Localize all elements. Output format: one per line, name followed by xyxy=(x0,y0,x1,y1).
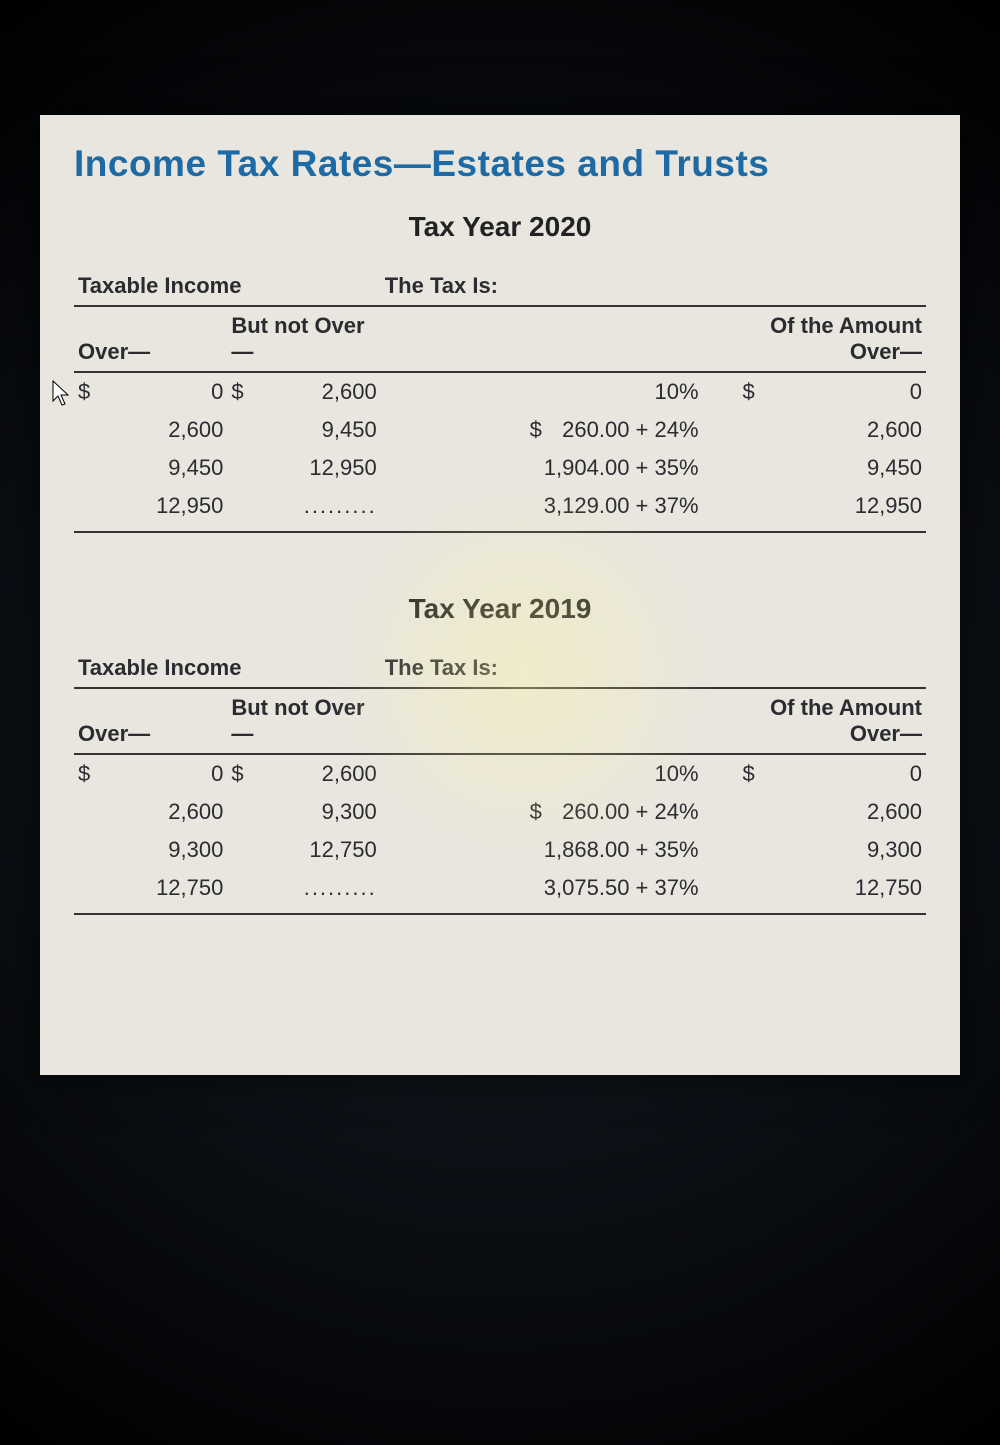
cell-sym xyxy=(78,799,100,825)
cell-amt: 0 xyxy=(765,379,922,405)
table-row: $ 0 $ 2,600 10% $ 0 xyxy=(74,372,926,411)
cell-sym xyxy=(231,417,253,443)
cell-but: 2,600 xyxy=(253,379,376,405)
cell-tax: 1,868.00 + 35% xyxy=(544,837,699,862)
cell-tax: 1,904.00 + 35% xyxy=(544,455,699,480)
cell-tax: 3,075.50 + 37% xyxy=(544,875,699,900)
header-tax-is: The Tax Is: xyxy=(381,649,926,688)
cell-sym xyxy=(231,837,253,863)
table-row: $ 0 $ 2,600 10% $ 0 xyxy=(74,754,926,793)
cell-tax: 260.00 + 24% xyxy=(562,417,698,442)
header-over: Over— xyxy=(74,688,227,754)
cell-over: 0 xyxy=(100,761,223,787)
cell-sym xyxy=(743,455,765,481)
screen-background: Income Tax Rates—Estates and Trusts Tax … xyxy=(0,0,1000,1445)
table-row: 9,450 12,950 1,904.00 + 35% 9,450 xyxy=(74,449,926,487)
table-body-2020: $ 0 $ 2,600 10% $ 0 xyxy=(74,372,926,532)
cell-sym xyxy=(78,417,100,443)
cell-but: 12,950 xyxy=(253,455,376,481)
cell-over: 12,750 xyxy=(100,875,223,901)
cell-sym: $ xyxy=(78,379,100,405)
cell-but: 9,300 xyxy=(253,799,376,825)
table-body-2019: $ 0 $ 2,600 10% $ 0 xyxy=(74,754,926,914)
header-tax-blank xyxy=(381,688,739,754)
document-page: Income Tax Rates—Estates and Trusts Tax … xyxy=(40,115,960,1075)
cell-sym xyxy=(78,493,100,519)
cell-amt: 2,600 xyxy=(765,417,922,443)
cell-sym xyxy=(743,493,765,519)
cell-sym: $ xyxy=(78,761,100,787)
cell-sym xyxy=(231,875,253,901)
cell-tax: 10% xyxy=(655,379,699,404)
cell-sym: $ xyxy=(743,761,765,787)
cell-but: 9,450 xyxy=(253,417,376,443)
cell-sym: $ xyxy=(231,379,253,405)
header-of-amount-over: Of the Amount Over— xyxy=(739,688,926,754)
header-but-not-over: But not Over— xyxy=(227,688,380,754)
cell-sym xyxy=(78,455,100,481)
year-heading-2019: Tax Year 2019 xyxy=(74,593,926,625)
cell-tax: 260.00 + 24% xyxy=(562,799,698,824)
cell-sym xyxy=(231,493,253,519)
cell-over: 12,950 xyxy=(100,493,223,519)
cell-amt: 9,450 xyxy=(765,455,922,481)
cell-amt: 12,750 xyxy=(765,875,922,901)
table-row: 2,600 9,300 $ 260.00 + 24% 2,600 xyxy=(74,793,926,831)
header-taxable-income: Taxable Income xyxy=(74,649,381,688)
cell-sym xyxy=(743,837,765,863)
cell-sym xyxy=(743,799,765,825)
cell-amt: 9,300 xyxy=(765,837,922,863)
cell-tax: 10% xyxy=(655,761,699,786)
header-tax-is: The Tax Is: xyxy=(381,267,926,306)
page-title: Income Tax Rates—Estates and Trusts xyxy=(74,143,926,185)
header-but-not-over: But not Over— xyxy=(227,306,380,372)
cell-sym: $ xyxy=(530,417,556,443)
cell-but: ......... xyxy=(253,493,376,519)
cell-but: 12,750 xyxy=(253,837,376,863)
table-row: 12,950 ......... 3,129.00 + 37% 12,950 xyxy=(74,487,926,532)
cell-amt: 0 xyxy=(765,761,922,787)
cell-sym xyxy=(743,417,765,443)
table-row: 9,300 12,750 1,868.00 + 35% 9,300 xyxy=(74,831,926,869)
cell-over: 0 xyxy=(100,379,223,405)
cell-amt: 12,950 xyxy=(765,493,922,519)
header-over: Over— xyxy=(74,306,227,372)
header-taxable-income: Taxable Income xyxy=(74,267,381,306)
cell-sym xyxy=(231,455,253,481)
cell-sym xyxy=(743,875,765,901)
table-row: 2,600 9,450 $ 260.00 + 24% 2,600 xyxy=(74,411,926,449)
cell-sym: $ xyxy=(231,761,253,787)
cell-but: 2,600 xyxy=(253,761,376,787)
header-tax-blank xyxy=(381,306,739,372)
cell-sym xyxy=(78,875,100,901)
cell-over: 9,300 xyxy=(100,837,223,863)
cell-over: 2,600 xyxy=(100,799,223,825)
cell-over: 2,600 xyxy=(100,417,223,443)
cell-sym xyxy=(78,837,100,863)
cell-but: ......... xyxy=(253,875,376,901)
cell-sym xyxy=(231,799,253,825)
cell-tax: 3,129.00 + 37% xyxy=(544,493,699,518)
cell-sym: $ xyxy=(743,379,765,405)
cell-amt: 2,600 xyxy=(765,799,922,825)
table-row: 12,750 ......... 3,075.50 + 37% 12,750 xyxy=(74,869,926,914)
tax-table-2020: Taxable Income The Tax Is: Over— But not… xyxy=(74,267,926,533)
cell-sym: $ xyxy=(530,799,556,825)
year-heading-2020: Tax Year 2020 xyxy=(74,211,926,243)
cell-over: 9,450 xyxy=(100,455,223,481)
header-of-amount-over: Of the Amount Over— xyxy=(739,306,926,372)
tax-table-2019: Taxable Income The Tax Is: Over— But not… xyxy=(74,649,926,915)
